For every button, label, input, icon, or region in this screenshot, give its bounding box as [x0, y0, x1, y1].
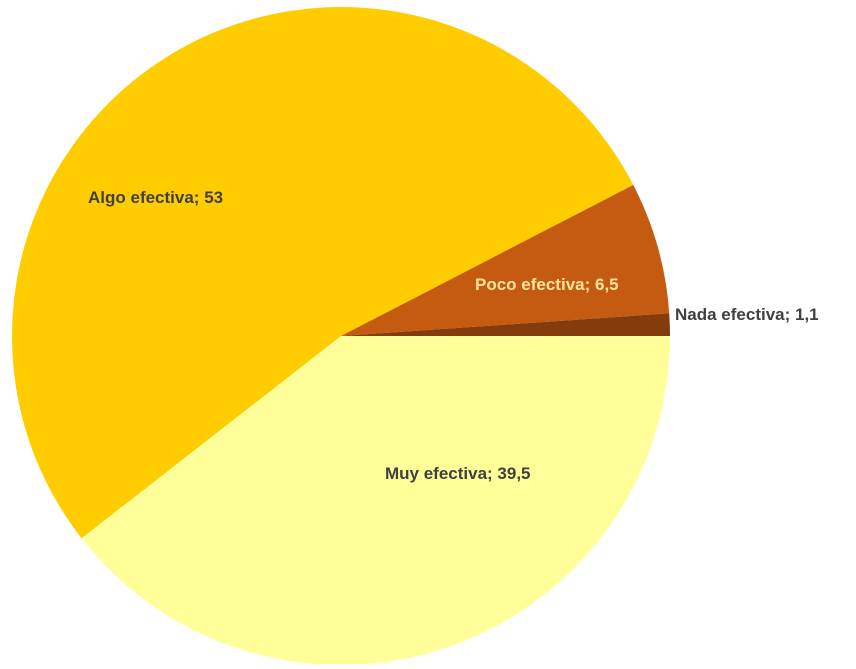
pie-slice-nada-efectiva	[341, 313, 671, 336]
pie-slices	[11, 6, 671, 665]
data-label-nada-efectiva: Nada efectiva; 1,1	[675, 305, 819, 324]
data-label-algo-efectiva: Algo efectiva; 53	[88, 188, 223, 207]
pie-slice-poco-efectiva	[341, 184, 670, 336]
pie-slice-muy-efectiva	[81, 336, 671, 665]
data-label-muy-efectiva: Muy efectiva; 39,5	[385, 464, 531, 483]
pie-slice-algo-efectiva	[11, 6, 634, 539]
data-label-poco-efectiva: Poco efectiva; 6,5	[475, 275, 619, 294]
pie-data-labels: Muy efectiva; 39,5 Algo efectiva; 53 Poco …	[88, 188, 819, 483]
